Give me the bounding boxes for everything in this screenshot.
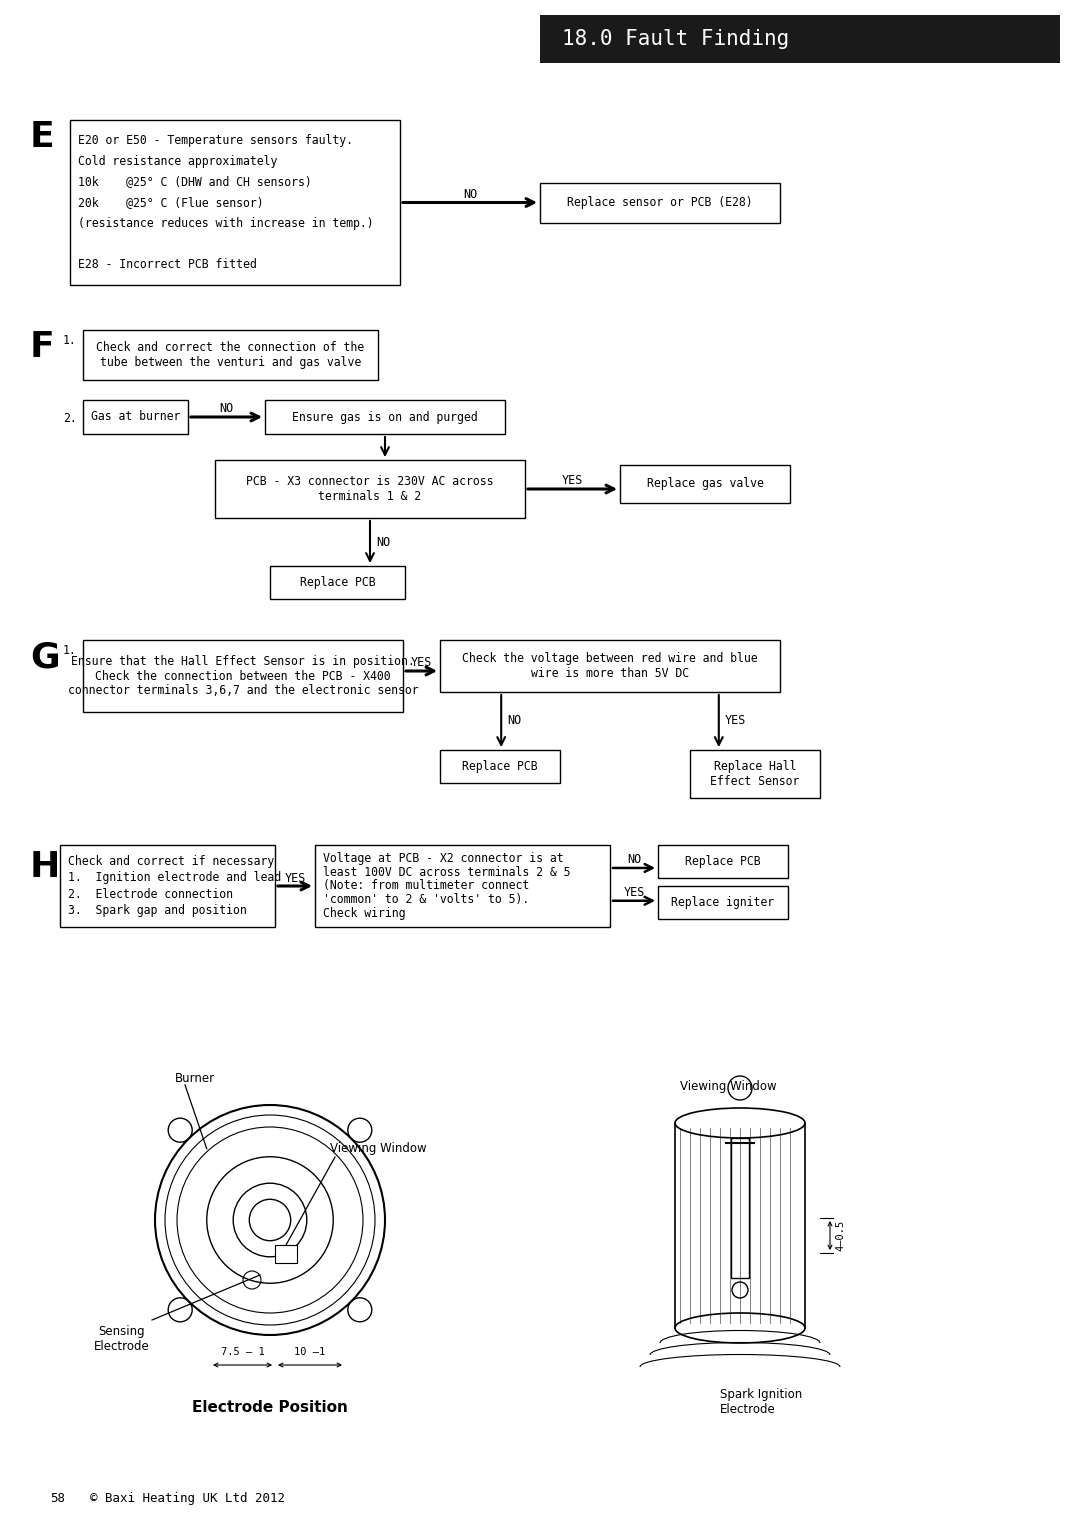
Text: G: G <box>30 640 59 673</box>
Text: Viewing Window: Viewing Window <box>330 1142 427 1154</box>
Bar <box>658 886 788 919</box>
Bar <box>440 640 780 692</box>
Text: 10k    @25° C (DHW and CH sensors): 10k @25° C (DHW and CH sensors) <box>78 176 312 188</box>
Bar <box>658 844 788 878</box>
Text: NO: NO <box>219 403 233 415</box>
Text: 3.  Spark gap and position: 3. Spark gap and position <box>68 904 246 918</box>
Bar <box>690 750 820 799</box>
Text: PCB - X3 connector is 230V AC across
terminals 1 & 2: PCB - X3 connector is 230V AC across ter… <box>246 475 494 502</box>
Text: 58: 58 <box>50 1492 65 1506</box>
Bar <box>540 183 780 223</box>
Text: Check the voltage between red wire and blue
wire is more than 5V DC: Check the voltage between red wire and b… <box>462 652 758 680</box>
Text: E28 - Incorrect PCB fitted: E28 - Incorrect PCB fitted <box>78 258 257 270</box>
Text: YES: YES <box>562 475 583 487</box>
Text: Check and correct if necessary: Check and correct if necessary <box>68 855 274 867</box>
Text: H: H <box>30 851 60 884</box>
Text: YES: YES <box>725 715 746 727</box>
Text: Gas at burner: Gas at burner <box>91 411 180 423</box>
Text: Replace PCB: Replace PCB <box>685 855 760 867</box>
Text: E: E <box>30 121 55 154</box>
Text: Spark Ignition
Electrode: Spark Ignition Electrode <box>720 1388 802 1416</box>
Bar <box>265 400 505 434</box>
Text: Replace sensor or PCB (E28): Replace sensor or PCB (E28) <box>567 195 753 209</box>
Bar <box>275 1245 297 1263</box>
Text: YES: YES <box>623 886 645 899</box>
Text: Check and correct the connection of the
tube between the venturi and gas valve: Check and correct the connection of the … <box>96 341 365 370</box>
Text: © Baxi Heating UK Ltd 2012: © Baxi Heating UK Ltd 2012 <box>90 1492 285 1506</box>
Text: NO: NO <box>626 854 642 866</box>
Text: Cold resistance approximately: Cold resistance approximately <box>78 154 278 168</box>
Bar <box>83 400 188 434</box>
Text: 1.  Ignition electrode and lead: 1. Ignition electrode and lead <box>68 872 281 884</box>
Text: NO: NO <box>376 536 390 548</box>
Text: Burner: Burner <box>175 1072 215 1086</box>
Text: 2.: 2. <box>63 412 77 425</box>
Bar <box>60 844 275 927</box>
Text: YES: YES <box>284 872 306 884</box>
Text: Replace PCB: Replace PCB <box>299 576 376 589</box>
Bar <box>270 567 405 599</box>
Bar <box>83 640 403 712</box>
Text: Check wiring: Check wiring <box>323 907 405 919</box>
Bar <box>440 750 561 783</box>
Text: 2.  Electrode connection: 2. Electrode connection <box>68 887 233 901</box>
Text: 18.0 Fault Finding: 18.0 Fault Finding <box>562 29 789 49</box>
Bar <box>540 15 1059 63</box>
Text: YES: YES <box>410 657 432 669</box>
Text: 10 –1: 10 –1 <box>295 1347 326 1358</box>
Text: F: F <box>30 330 55 363</box>
Text: Viewing Window: Viewing Window <box>680 1080 777 1093</box>
Bar <box>70 121 400 286</box>
Text: 'common' to 2 & 'volts' to 5).: 'common' to 2 & 'volts' to 5). <box>323 893 529 906</box>
Text: E20 or E50 - Temperature sensors faulty.: E20 or E50 - Temperature sensors faulty. <box>78 134 353 147</box>
Text: Replace gas valve: Replace gas valve <box>647 478 764 490</box>
Text: 4–0.5: 4–0.5 <box>835 1220 845 1251</box>
Bar <box>215 460 525 518</box>
Text: 20k    @25° C (Flue sensor): 20k @25° C (Flue sensor) <box>78 195 264 209</box>
Text: 1.: 1. <box>63 334 77 347</box>
Text: 7.5 – 1: 7.5 – 1 <box>220 1347 265 1358</box>
Text: 1.: 1. <box>63 644 77 657</box>
Text: Electrode Position: Electrode Position <box>192 1400 348 1416</box>
Text: Ensure gas is on and purged: Ensure gas is on and purged <box>293 411 477 423</box>
Text: (Note: from multimeter connect: (Note: from multimeter connect <box>323 880 529 892</box>
Bar <box>620 466 789 502</box>
Text: NO: NO <box>463 188 477 202</box>
Text: NO: NO <box>508 715 522 727</box>
Text: Voltage at PCB - X2 connector is at: Voltage at PCB - X2 connector is at <box>323 852 564 866</box>
Text: Replace igniter: Replace igniter <box>672 896 774 909</box>
Text: Replace PCB: Replace PCB <box>462 760 538 773</box>
Text: Ensure that the Hall Effect Sensor is in position.
Check the connection between : Ensure that the Hall Effect Sensor is in… <box>68 655 418 698</box>
Text: (resistance reduces with increase in temp.): (resistance reduces with increase in tem… <box>78 217 374 229</box>
Bar <box>83 330 378 380</box>
Bar <box>731 1138 750 1278</box>
Text: Sensing
Electrode: Sensing Electrode <box>94 1325 150 1353</box>
Bar <box>315 844 610 927</box>
Text: least 100V DC across terminals 2 & 5: least 100V DC across terminals 2 & 5 <box>323 866 570 880</box>
Text: Replace Hall
Effect Sensor: Replace Hall Effect Sensor <box>711 760 799 788</box>
